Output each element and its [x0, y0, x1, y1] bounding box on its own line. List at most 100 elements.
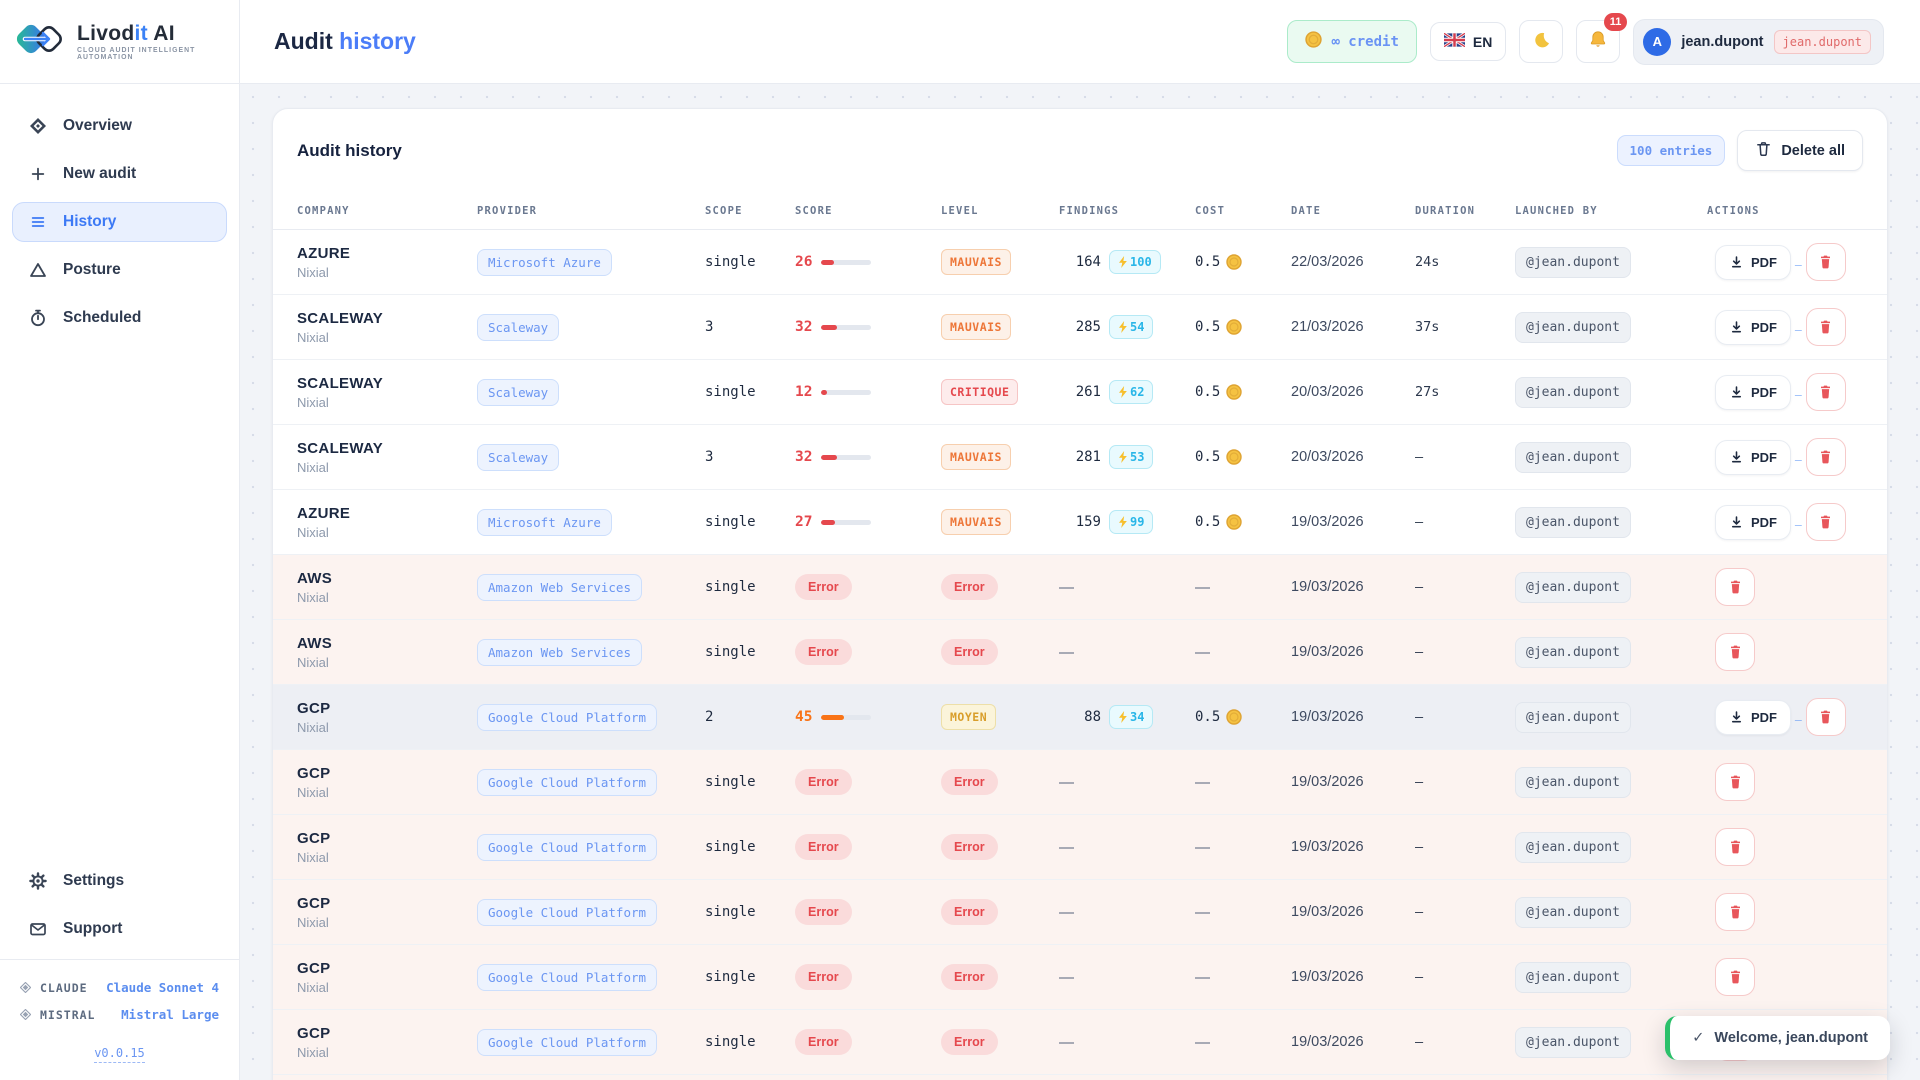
trash-outline-icon — [1755, 140, 1772, 161]
delete-row-button[interactable] — [1805, 308, 1846, 346]
company-org: Nixial — [297, 719, 329, 735]
table-row[interactable]: AWS Nixial Amazon Web Services single Er… — [273, 620, 1887, 685]
sidebar-item-posture[interactable]: Posture — [12, 250, 227, 290]
column-header-company: COMPANY — [297, 204, 350, 217]
table-row[interactable]: GCP Nixial Google Cloud Platform single … — [273, 750, 1887, 815]
launched-by-chip: @jean.dupont — [1515, 701, 1631, 733]
delete-row-button[interactable] — [1715, 828, 1755, 866]
trash-icon — [1821, 515, 1831, 529]
coin-icon — [1226, 319, 1242, 335]
date-value: 19/03/2026 — [1291, 839, 1364, 855]
date-value: 22/03/2026 — [1291, 254, 1364, 270]
table-row[interactable]: AWS Nixial Amazon Web Services single Er… — [273, 555, 1887, 620]
table-row[interactable]: SCALEWAY Nixial Scaleway 3 32 MAUVAIS 28… — [273, 295, 1887, 360]
table-row[interactable]: SCALEWAY Nixial Scaleway 3 32 MAUVAIS 28… — [273, 425, 1887, 490]
score-bar — [821, 454, 872, 460]
model-name: MISTRAL — [40, 1007, 96, 1022]
table-row[interactable]: GCP Nixial Google Cloud Platform single … — [273, 815, 1887, 880]
trash-icon — [1821, 385, 1831, 399]
language-button[interactable]: EN — [1429, 22, 1507, 61]
welcome-toast: ✓ Welcome, jean.dupont — [1665, 1016, 1890, 1060]
model-row-mistral: MISTRAL Mistral Large — [16, 1001, 223, 1028]
duration-value: – — [1415, 774, 1424, 790]
provider-badge: Scaleway — [477, 378, 560, 406]
ai-findings-badge: 100 — [1109, 250, 1161, 274]
trash-icon — [1730, 580, 1740, 594]
delete-row-button[interactable] — [1715, 633, 1755, 671]
delete-all-button[interactable]: Delete all — [1737, 130, 1863, 171]
cost-value: 0.5 — [1195, 254, 1221, 270]
brand-tagline: CLOUD AUDIT INTELLIGENT AUTOMATION — [77, 46, 196, 61]
delete-row-button[interactable] — [1805, 438, 1846, 476]
delete-row-button[interactable] — [1805, 698, 1846, 736]
sidebar-item-overview[interactable]: Overview — [12, 106, 227, 146]
delete-row-button[interactable] — [1715, 568, 1755, 606]
download-icon — [1731, 255, 1742, 267]
date-value: 19/03/2026 — [1291, 644, 1364, 660]
scope-value: single — [705, 579, 756, 595]
score-error-badge: Error — [795, 964, 852, 990]
sidebar-item-scheduled[interactable]: Scheduled — [12, 298, 227, 338]
company-name: AWS — [297, 569, 333, 587]
score-value: 32 — [795, 449, 813, 465]
table-row[interactable]: AZURE Nixial Microsoft Azure single 26 M… — [273, 230, 1887, 295]
download-pdf-button[interactable]: PDF — [1715, 699, 1791, 735]
level-error-badge: Error — [941, 834, 998, 860]
brand-logo[interactable]: Livodit AI CLOUD AUDIT INTELLIGENT AUTOM… — [0, 0, 240, 83]
sidebar-item-label: Scheduled — [63, 309, 142, 326]
download-pdf-button[interactable]: PDF — [1715, 244, 1791, 280]
check-icon: ✓ — [1692, 1030, 1705, 1046]
cost-empty: — — [1195, 1033, 1210, 1051]
table-row[interactable]: GCP Nixial Google Cloud Platform single … — [273, 1075, 1887, 1080]
score-bar — [821, 389, 872, 395]
table-row[interactable]: GCP Nixial Google Cloud Platform single … — [273, 945, 1887, 1010]
coin-icon — [1305, 31, 1323, 52]
delete-row-button[interactable] — [1805, 503, 1846, 541]
scope-value: single — [705, 514, 756, 530]
provider-badge: Google Cloud Platform — [477, 833, 658, 861]
trash-icon — [1821, 450, 1831, 464]
toast-text: Welcome, jean.dupont — [1714, 1030, 1868, 1046]
download-pdf-button[interactable]: PDF — [1715, 374, 1791, 410]
score-bar — [821, 714, 872, 720]
theme-toggle-button[interactable] — [1519, 20, 1564, 63]
trash-icon — [1821, 710, 1831, 724]
coin-icon — [1226, 514, 1242, 530]
trash-icon — [1730, 970, 1740, 984]
delete-row-button[interactable] — [1715, 763, 1755, 801]
notifications-button[interactable]: 11 — [1576, 13, 1628, 63]
company-name: GCP — [297, 829, 331, 847]
sidebar-item-history[interactable]: History — [12, 202, 227, 242]
duration-value: – — [1415, 449, 1424, 465]
table-row[interactable]: GCP Nixial Google Cloud Platform single … — [273, 1010, 1887, 1075]
provider-badge: Google Cloud Platform — [477, 963, 658, 991]
user-menu[interactable]: A jean.dupont jean.dupont — [1633, 18, 1884, 65]
column-header-actions: ACTIONS — [1707, 204, 1760, 217]
delete-row-button[interactable] — [1715, 958, 1755, 996]
download-pdf-button[interactable]: PDF — [1715, 439, 1791, 475]
delete-row-button[interactable] — [1715, 893, 1755, 931]
table-row[interactable]: AZURE Nixial Microsoft Azure single 27 M… — [273, 490, 1887, 555]
table-row[interactable]: GCP Nixial Google Cloud Platform single … — [273, 880, 1887, 945]
page-title: Audit history — [274, 28, 416, 54]
version-link[interactable]: v0.0.15 — [94, 1046, 145, 1063]
sidebar-item-settings[interactable]: Settings — [12, 861, 227, 901]
table-row[interactable]: SCALEWAY Nixial Scaleway single 12 CRITI… — [273, 360, 1887, 425]
duration-value: – — [1415, 579, 1424, 595]
score-error-badge: Error — [795, 834, 852, 860]
findings-empty: — — [1059, 838, 1074, 856]
sidebar-item-support[interactable]: Support — [12, 909, 227, 949]
credit-button[interactable]: ∞ credit — [1287, 20, 1417, 63]
duration-value: – — [1415, 644, 1424, 660]
download-pdf-button[interactable]: PDF — [1715, 309, 1791, 345]
pdf-gap: _ — [1795, 383, 1802, 397]
trash-icon — [1730, 775, 1740, 789]
delete-row-button[interactable] — [1805, 373, 1846, 411]
delete-row-button[interactable] — [1805, 243, 1846, 281]
company-org: Nixial — [297, 784, 329, 800]
sidebar-item-new-audit[interactable]: New audit — [12, 154, 227, 194]
table-row[interactable]: GCP Nixial Google Cloud Platform 2 45 MO… — [273, 685, 1887, 750]
company-name: GCP — [297, 699, 331, 717]
download-pdf-button[interactable]: PDF — [1715, 504, 1791, 540]
level-error-badge: Error — [941, 899, 998, 925]
